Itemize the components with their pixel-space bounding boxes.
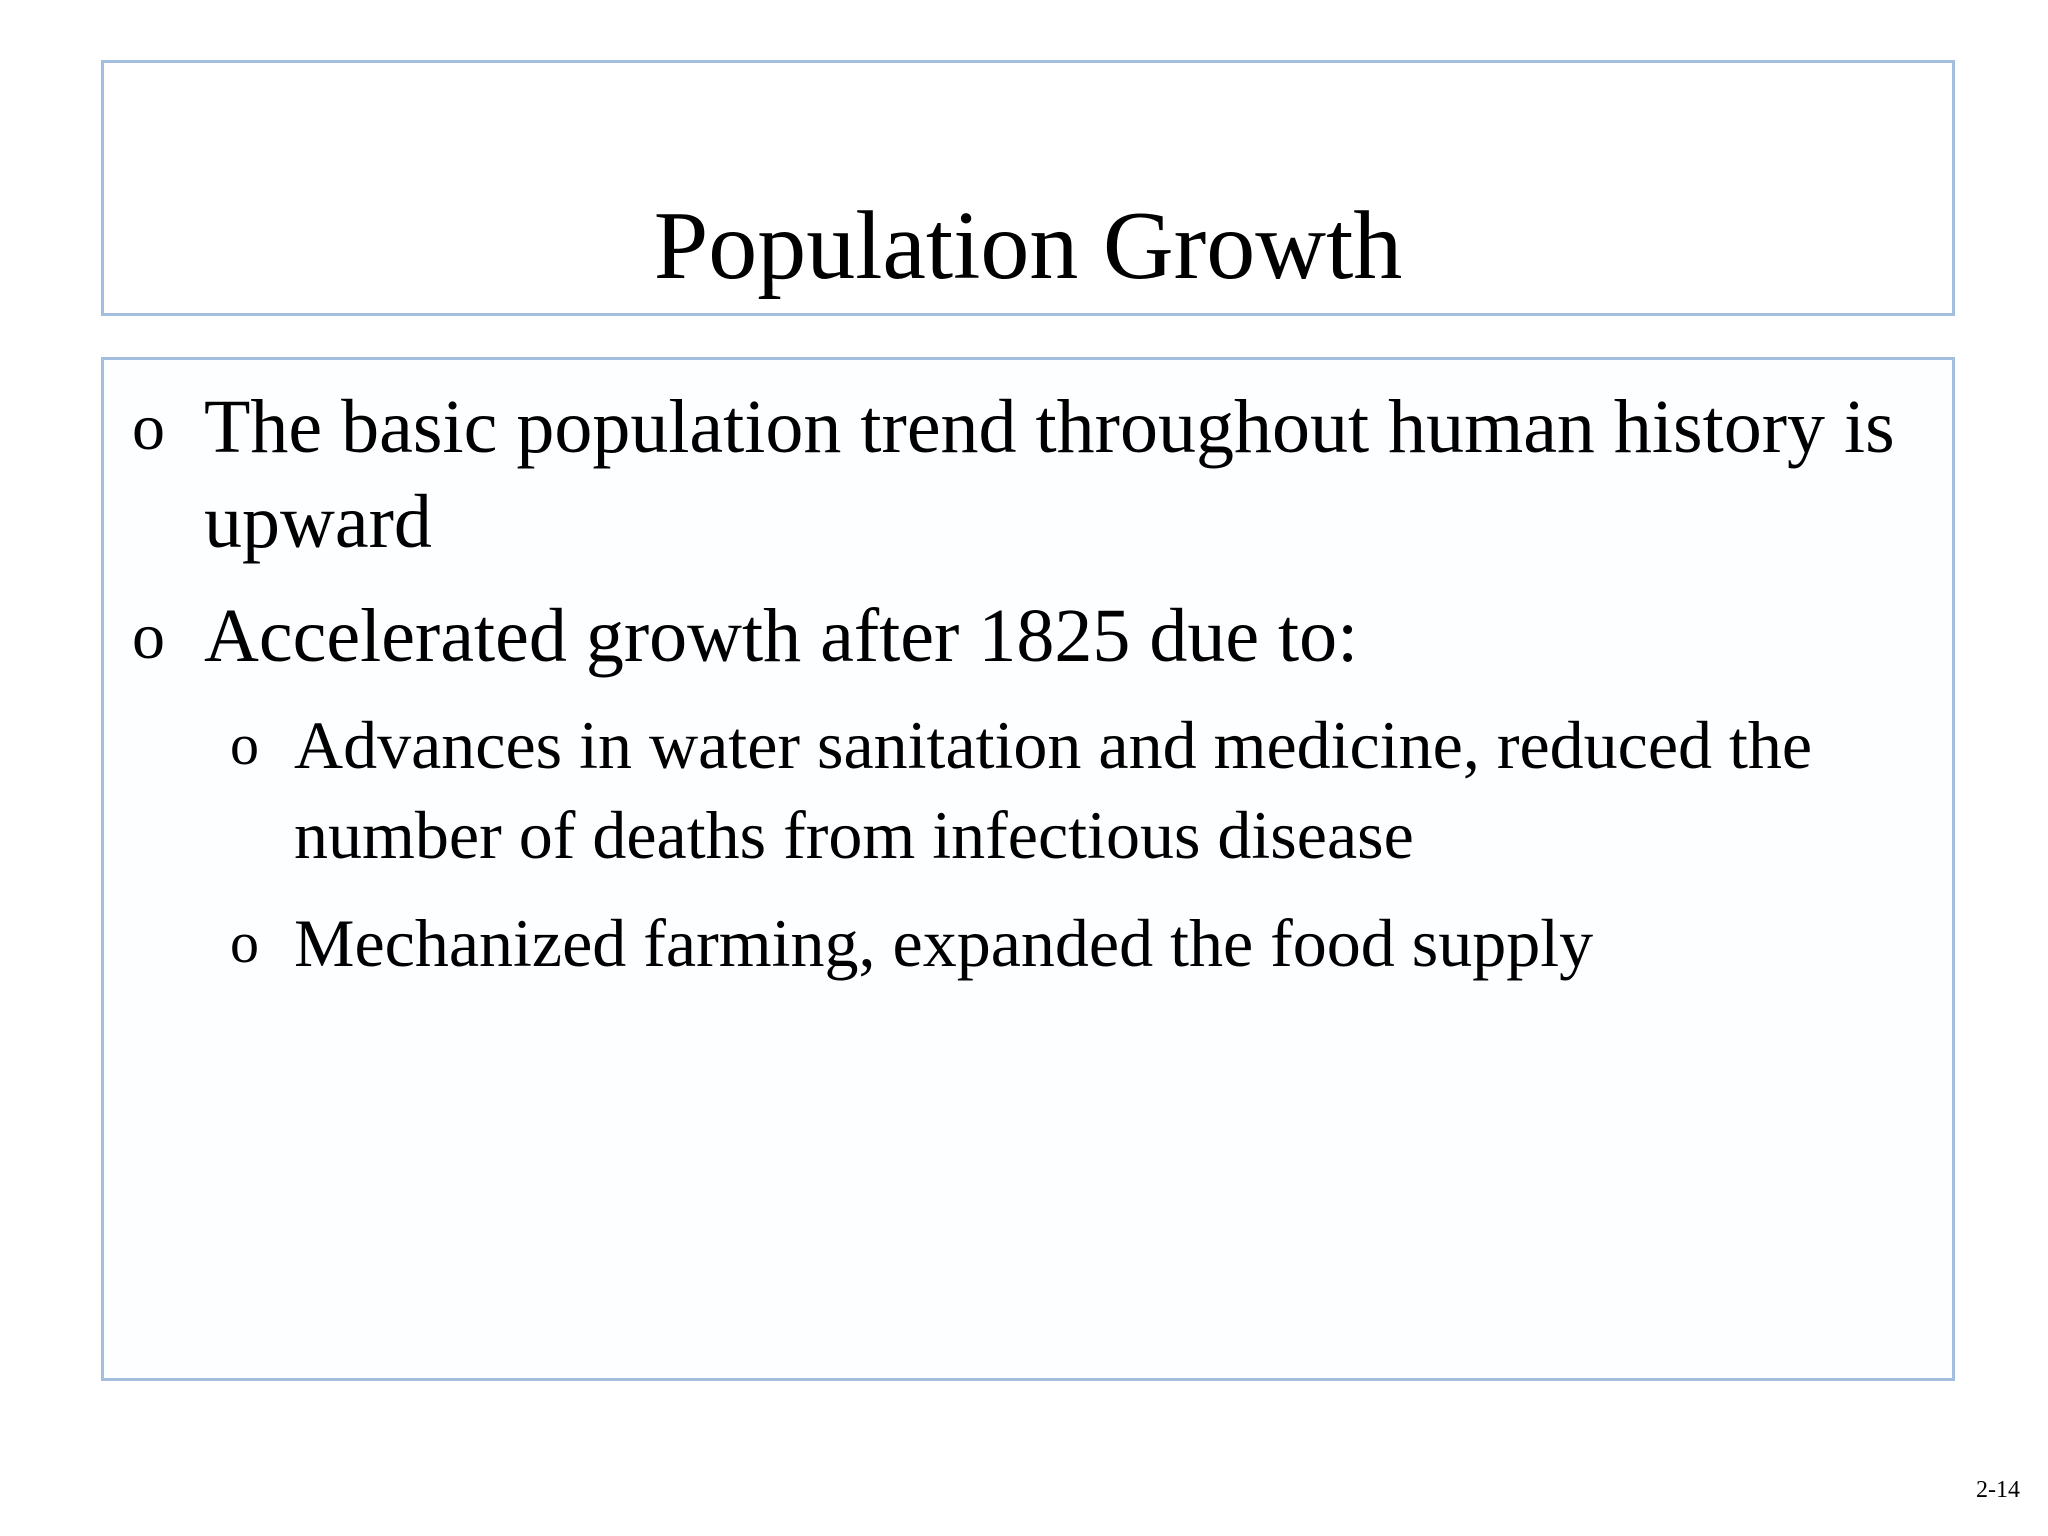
sub-bullet-marker: o — [230, 910, 259, 975]
sub-bullet-marker: o — [230, 712, 259, 777]
sub-bullet-text: Advances in water sanitation and medicin… — [294, 707, 1813, 873]
sub-bullet-text: Mechanized farming, expanded the food su… — [294, 905, 1594, 981]
content-box: o The basic population trend throughout … — [101, 357, 1955, 1381]
bullet-marker: o — [132, 600, 165, 673]
bullet-marker: o — [132, 391, 165, 464]
slide-title: Population Growth — [653, 192, 1403, 300]
bullet-text: Accelerated growth after 1825 due to: — [204, 594, 1359, 678]
title-box: Population Growth — [101, 60, 1955, 316]
slide-number: 2-14 — [1976, 1477, 2020, 1503]
bullet-text: The basic population trend throughout hu… — [204, 385, 1895, 564]
